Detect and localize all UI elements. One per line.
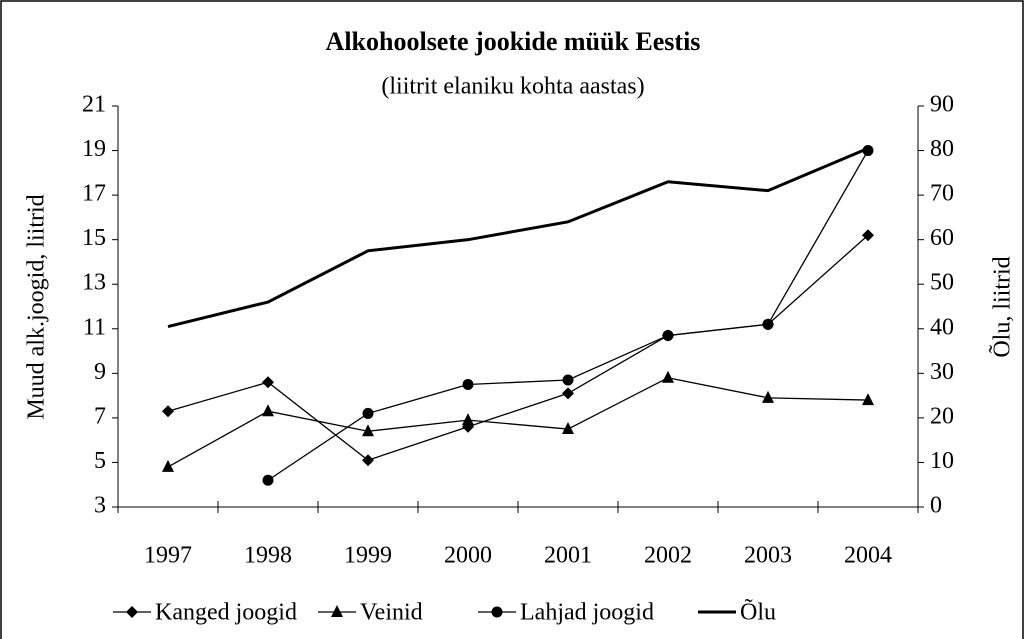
x-tick-label: 2004: [844, 543, 892, 569]
y2-axis-title: Õlu, liitrid: [989, 256, 1016, 357]
data-point: [162, 459, 174, 472]
data-point: [762, 318, 774, 330]
data-point: [862, 393, 874, 406]
y-axis-title: Muud alk.joogid, liitrid: [24, 194, 50, 419]
legend-label: Õlu: [740, 599, 776, 626]
y-tick-label: 9: [94, 359, 106, 385]
y-tick-label: 11: [83, 314, 106, 340]
chart-subtitle: (liitrit elaniku kohta aastas): [381, 74, 644, 100]
y2-tick-label: 30: [930, 359, 954, 385]
legend-label: Veinid: [360, 600, 423, 626]
y-tick-label: 15: [82, 225, 106, 251]
y-tick-label: 17: [82, 181, 106, 207]
data-point: [662, 329, 674, 341]
y2-tick-label: 80: [930, 136, 954, 162]
x-tick-label: 1998: [244, 543, 292, 569]
legend-label: Lahjad joogid: [520, 600, 654, 626]
legend-label: Kanged joogid: [155, 600, 297, 626]
x-tick-label: 2000: [444, 543, 492, 569]
x-tick-label: 1999: [344, 543, 392, 569]
y-tick-label: 13: [82, 270, 106, 296]
y-tick-label: 3: [94, 493, 106, 519]
series-line: [167, 234, 869, 461]
x-tick-label: 2003: [744, 543, 792, 569]
data-point: [462, 378, 474, 390]
data-point: [862, 145, 874, 157]
x-tick-label: 2001: [544, 543, 592, 569]
data-point: [362, 424, 374, 437]
data-point: [162, 405, 174, 418]
data-point: [462, 413, 474, 426]
y-tick-label: 21: [82, 92, 106, 118]
data-point: [362, 407, 374, 419]
data-point: [662, 370, 674, 383]
data-point: [762, 390, 774, 403]
y2-tick-label: 40: [930, 314, 954, 340]
data-point: [562, 374, 574, 386]
y2-tick-label: 90: [930, 92, 954, 118]
y2-tick-label: 60: [930, 225, 954, 251]
y2-tick-label: 10: [930, 448, 954, 474]
legend-marker: [331, 605, 343, 617]
data-point: [262, 474, 274, 486]
series-line: [167, 146, 869, 329]
y2-tick-label: 0: [930, 493, 942, 519]
y-tick-label: 5: [94, 448, 106, 474]
chart-title: Alkohoolsete jookide müük Eestis: [326, 27, 701, 56]
legend-marker: [491, 606, 503, 618]
y-tick-label: 7: [94, 403, 106, 429]
legend-marker: [126, 606, 138, 618]
series-line: [167, 377, 869, 468]
data-point: [362, 454, 374, 467]
data-point: [862, 229, 874, 242]
y2-tick-label: 70: [930, 181, 954, 207]
y2-tick-label: 50: [930, 270, 954, 296]
x-tick-label: 1997: [144, 543, 192, 569]
data-point: [562, 387, 574, 400]
data-point: [262, 404, 274, 417]
data-point: [562, 422, 574, 435]
y2-tick-label: 20: [930, 403, 954, 429]
y-tick-label: 19: [82, 136, 106, 162]
data-point: [262, 376, 274, 389]
x-tick-label: 2002: [644, 543, 692, 569]
